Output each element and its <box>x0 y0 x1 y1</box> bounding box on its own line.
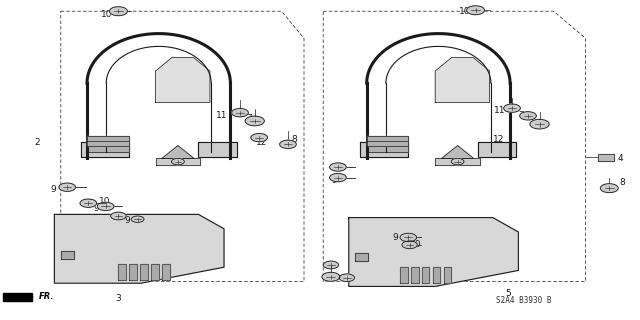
Text: 8: 8 <box>291 135 297 144</box>
Circle shape <box>530 119 549 129</box>
Circle shape <box>245 116 264 126</box>
Polygon shape <box>61 251 74 259</box>
Polygon shape <box>400 267 408 283</box>
Circle shape <box>504 104 520 112</box>
Polygon shape <box>156 158 200 165</box>
Polygon shape <box>355 253 368 261</box>
Circle shape <box>400 233 417 242</box>
Circle shape <box>402 241 417 249</box>
Polygon shape <box>198 142 237 157</box>
Polygon shape <box>87 146 129 152</box>
Polygon shape <box>349 218 518 286</box>
Circle shape <box>59 183 76 191</box>
Circle shape <box>322 272 340 281</box>
Polygon shape <box>360 142 408 157</box>
Text: 9: 9 <box>51 185 56 194</box>
Polygon shape <box>422 267 429 283</box>
Text: 7: 7 <box>246 114 252 123</box>
Polygon shape <box>478 142 516 157</box>
Circle shape <box>109 7 127 16</box>
Polygon shape <box>87 34 230 158</box>
Circle shape <box>97 202 114 211</box>
Polygon shape <box>411 267 419 283</box>
Circle shape <box>280 140 296 148</box>
Text: 3: 3 <box>116 294 121 303</box>
Text: 9: 9 <box>125 216 131 225</box>
Polygon shape <box>81 142 129 157</box>
Text: 4: 4 <box>618 154 623 163</box>
Polygon shape <box>367 146 408 152</box>
Text: FR.: FR. <box>38 292 54 301</box>
Text: 10: 10 <box>99 197 111 206</box>
Circle shape <box>232 108 248 117</box>
Circle shape <box>467 6 484 15</box>
Text: S2A4 B3930 B: S2A4 B3930 B <box>496 296 552 305</box>
Polygon shape <box>118 264 126 280</box>
Polygon shape <box>87 141 129 146</box>
Text: 1: 1 <box>346 274 351 283</box>
Polygon shape <box>442 146 474 158</box>
Circle shape <box>330 163 346 171</box>
Polygon shape <box>156 58 210 102</box>
Circle shape <box>520 112 536 120</box>
Circle shape <box>251 133 268 142</box>
Text: 6: 6 <box>329 274 334 283</box>
Circle shape <box>330 173 346 182</box>
Polygon shape <box>162 146 194 158</box>
Circle shape <box>323 261 339 269</box>
Text: 12: 12 <box>493 135 504 144</box>
Polygon shape <box>151 264 159 280</box>
Circle shape <box>339 274 355 282</box>
Text: 12: 12 <box>256 138 268 147</box>
Polygon shape <box>54 214 224 283</box>
Text: 10: 10 <box>410 240 421 249</box>
Text: 8: 8 <box>620 178 625 187</box>
Text: 10: 10 <box>459 7 470 16</box>
Text: 11: 11 <box>494 106 506 115</box>
Text: 10: 10 <box>100 10 112 19</box>
Polygon shape <box>433 267 440 283</box>
Polygon shape <box>435 158 480 165</box>
Text: 9: 9 <box>332 164 337 172</box>
Text: 9: 9 <box>93 204 99 213</box>
Text: 2: 2 <box>35 138 40 147</box>
Polygon shape <box>435 58 490 102</box>
Polygon shape <box>87 136 129 141</box>
Circle shape <box>131 216 144 222</box>
Polygon shape <box>598 154 614 161</box>
Text: 9: 9 <box>392 233 398 242</box>
Text: 5: 5 <box>506 289 511 298</box>
Circle shape <box>600 184 618 193</box>
Polygon shape <box>367 34 510 158</box>
Circle shape <box>111 212 126 220</box>
Circle shape <box>451 158 464 165</box>
Circle shape <box>172 158 184 165</box>
Polygon shape <box>129 264 137 280</box>
Polygon shape <box>162 264 170 280</box>
Polygon shape <box>140 264 148 280</box>
Polygon shape <box>444 267 451 283</box>
Text: 7: 7 <box>518 111 524 120</box>
Polygon shape <box>367 136 408 141</box>
Text: 9: 9 <box>332 176 337 185</box>
Polygon shape <box>367 141 408 146</box>
Circle shape <box>80 199 97 207</box>
Polygon shape <box>3 293 32 301</box>
Text: 11: 11 <box>216 111 227 120</box>
